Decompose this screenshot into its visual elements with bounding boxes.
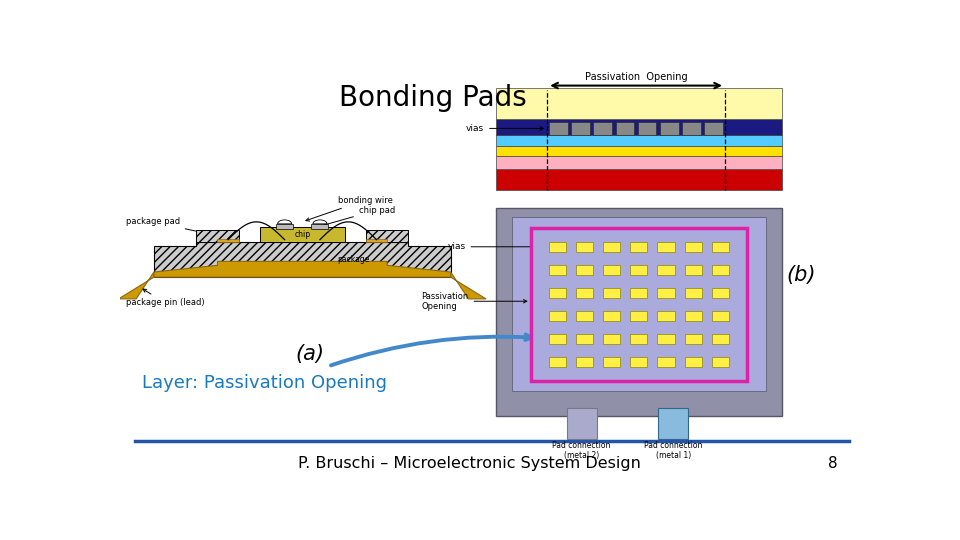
Bar <box>711 265 729 274</box>
Text: Pad connection
(metal 1): Pad connection (metal 1) <box>644 441 703 461</box>
Text: vias: vias <box>466 124 543 133</box>
Bar <box>683 122 701 134</box>
Bar <box>576 242 593 252</box>
Bar <box>658 334 675 343</box>
Text: Bonding Pads: Bonding Pads <box>339 84 526 112</box>
Polygon shape <box>154 261 450 277</box>
Polygon shape <box>366 230 408 241</box>
Bar <box>659 408 688 439</box>
Bar <box>549 242 566 252</box>
Bar <box>631 288 647 298</box>
Bar <box>512 218 766 391</box>
Bar <box>576 357 593 367</box>
Bar <box>637 122 657 134</box>
Bar <box>531 228 747 381</box>
Bar <box>495 87 782 119</box>
Bar <box>603 334 620 343</box>
Bar <box>276 224 293 228</box>
Polygon shape <box>154 241 450 277</box>
Bar <box>711 334 729 343</box>
Bar <box>603 265 620 274</box>
Bar <box>366 239 387 241</box>
Text: 8: 8 <box>828 456 838 471</box>
Wedge shape <box>277 220 292 224</box>
Bar <box>576 265 593 274</box>
Polygon shape <box>450 272 486 299</box>
Bar <box>549 357 566 367</box>
Bar <box>603 242 620 252</box>
Bar <box>631 334 647 343</box>
Bar <box>495 208 782 416</box>
Bar <box>684 334 702 343</box>
Text: package pin (lead): package pin (lead) <box>126 289 204 307</box>
Bar <box>549 265 566 274</box>
Bar <box>684 311 702 321</box>
Bar <box>684 357 702 367</box>
Text: chip: chip <box>294 230 310 239</box>
Text: Passivation
Opening: Passivation Opening <box>421 292 527 311</box>
Bar <box>495 156 782 168</box>
Bar <box>576 311 593 321</box>
Bar <box>631 242 647 252</box>
Text: package pad: package pad <box>126 218 214 236</box>
Bar <box>571 122 589 134</box>
Bar <box>566 408 596 439</box>
Text: chip pad: chip pad <box>324 206 396 226</box>
Polygon shape <box>196 230 239 241</box>
Bar <box>711 242 729 252</box>
Bar <box>218 239 239 241</box>
Text: package: package <box>338 255 370 264</box>
Bar <box>495 146 782 156</box>
Text: (a): (a) <box>296 344 324 364</box>
Text: Layer: Passivation Opening: Layer: Passivation Opening <box>142 374 387 392</box>
Polygon shape <box>118 272 154 299</box>
Bar <box>631 311 647 321</box>
Bar <box>495 168 782 190</box>
Bar <box>576 288 593 298</box>
Bar <box>705 122 723 134</box>
Text: P. Bruschi – Microelectronic System Design: P. Bruschi – Microelectronic System Desi… <box>299 456 641 471</box>
Bar <box>549 288 566 298</box>
Wedge shape <box>313 220 327 224</box>
Bar <box>711 357 729 367</box>
Bar <box>658 357 675 367</box>
Bar <box>495 119 782 136</box>
Text: vias: vias <box>447 242 545 251</box>
Bar <box>615 122 635 134</box>
Bar <box>576 334 593 343</box>
Bar <box>549 334 566 343</box>
Bar <box>684 242 702 252</box>
Bar <box>593 122 612 134</box>
Bar <box>549 311 566 321</box>
Bar <box>549 122 567 134</box>
Bar <box>711 288 729 298</box>
Bar <box>660 122 679 134</box>
Bar <box>658 242 675 252</box>
Bar <box>658 265 675 274</box>
Bar <box>658 311 675 321</box>
Bar <box>711 311 729 321</box>
Bar <box>631 357 647 367</box>
Bar <box>260 227 345 241</box>
Bar <box>603 357 620 367</box>
Bar <box>495 136 782 146</box>
Bar <box>603 311 620 321</box>
Text: Pad connection
(metal 2): Pad connection (metal 2) <box>552 441 611 461</box>
Bar <box>684 265 702 274</box>
Bar <box>631 265 647 274</box>
Bar <box>684 288 702 298</box>
Text: Passivation  Opening: Passivation Opening <box>585 72 687 82</box>
Bar <box>658 288 675 298</box>
Bar <box>603 288 620 298</box>
Text: bonding wire: bonding wire <box>306 195 393 221</box>
Text: (b): (b) <box>786 265 815 285</box>
Bar <box>311 224 328 228</box>
